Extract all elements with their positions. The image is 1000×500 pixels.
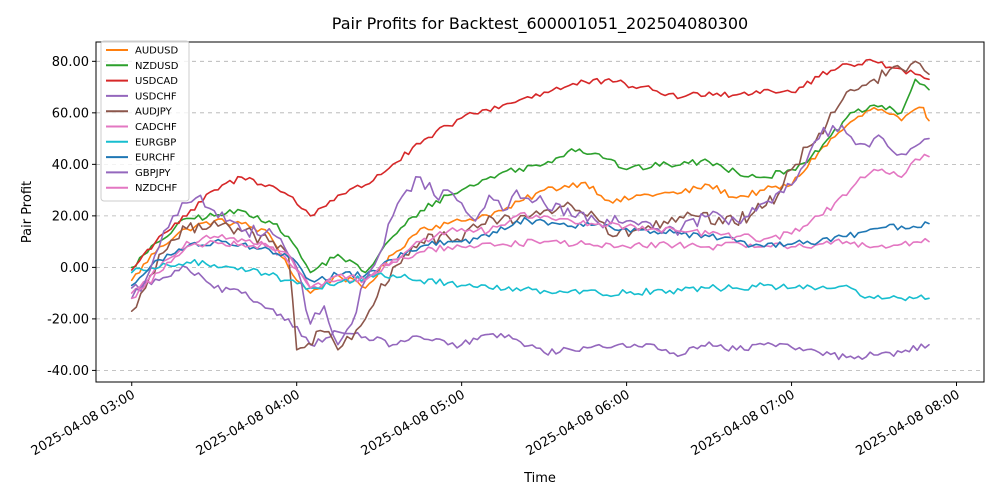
series-line-usdchf [130, 265, 930, 361]
y-tick-label: 0.00 [60, 261, 89, 276]
chart-legend: AUDUSD NZDUSD USDCAD USDCHF AUDJPY CADCHF EURG… [100, 40, 190, 202]
legend-entry: AUDJPY [135, 107, 173, 118]
legend-entry: USDCAD [135, 76, 178, 87]
series-line-nzdusd [130, 78, 930, 274]
legend-entry: NZDCHF [135, 183, 178, 194]
series-line-cadchf [130, 234, 930, 294]
legend-entry: NZDUSD [135, 61, 179, 72]
series-line-nzdchf [130, 153, 930, 300]
series-line-gbpjpy [130, 124, 930, 346]
series-line-usdcad [130, 58, 930, 271]
legend-entry: CADCHF [135, 122, 177, 133]
plot-area-frame [95, 41, 985, 383]
series-line-eurgbp [130, 258, 930, 302]
y-axis-label: Pair Profit [20, 181, 35, 243]
grid-layer [96, 60, 984, 371]
series-line-eurchf [130, 216, 930, 287]
legend-entry: EURCHF [135, 153, 176, 164]
y-tick-label: 20.00 [52, 209, 89, 224]
series-layer [130, 58, 930, 361]
y-tick-label: 60.00 [52, 106, 89, 121]
legend-entry: GBPJPY [135, 168, 171, 179]
chart-title: Pair Profits for Backtest_600001051_2025… [332, 14, 748, 34]
legend-entry: EURGBP [135, 137, 176, 148]
y-tick-label: -20.00 [47, 312, 89, 327]
x-axis-label: Time [523, 471, 556, 486]
legend-items: AUDUSD NZDUSD USDCAD USDCHF AUDJPY CADCHF EURG… [106, 46, 179, 194]
legend-entry: USDCHF [135, 91, 177, 102]
y-axis-ticks: -40.00 -20.00 0.00 20.00 40.00 60.00 80.00 [47, 55, 96, 379]
series-line-audjpy [130, 60, 930, 351]
legend-entry: AUDUSD [135, 46, 179, 57]
y-tick-label: 80.00 [52, 55, 89, 70]
y-tick-label: 40.00 [52, 158, 89, 173]
y-tick-label: -40.00 [47, 364, 89, 379]
